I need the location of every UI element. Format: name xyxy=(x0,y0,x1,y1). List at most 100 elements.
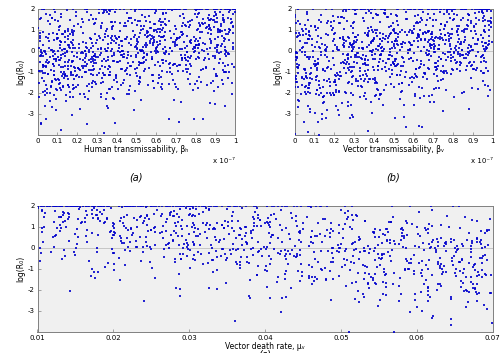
Point xyxy=(480,6,488,12)
Point xyxy=(435,42,443,48)
Point xyxy=(207,27,215,32)
Point xyxy=(58,203,66,209)
Point xyxy=(147,36,155,42)
Point xyxy=(131,17,139,23)
Point xyxy=(282,225,290,231)
Point xyxy=(172,285,179,291)
Point xyxy=(398,80,406,85)
Point xyxy=(454,23,462,29)
Point xyxy=(210,19,218,25)
Point xyxy=(410,50,418,56)
Point xyxy=(62,203,70,209)
Point xyxy=(370,229,378,235)
Point xyxy=(149,36,157,41)
Point xyxy=(488,20,496,25)
Point xyxy=(430,86,438,92)
Point xyxy=(420,70,428,76)
Point xyxy=(296,62,304,67)
Point xyxy=(119,48,127,54)
Point xyxy=(121,247,129,253)
Point xyxy=(390,63,398,69)
Point xyxy=(200,203,208,209)
Point xyxy=(336,35,344,41)
Point xyxy=(89,72,97,77)
Point xyxy=(438,63,446,69)
Point xyxy=(474,49,482,55)
Point xyxy=(347,24,355,29)
Point xyxy=(79,31,87,36)
Point xyxy=(334,14,342,20)
Point xyxy=(478,39,486,45)
Point xyxy=(436,34,444,40)
Point xyxy=(87,45,95,51)
Point xyxy=(182,66,190,72)
Point xyxy=(427,31,435,37)
Point xyxy=(132,239,140,244)
Point xyxy=(61,71,69,77)
Point xyxy=(132,70,140,76)
Point xyxy=(453,29,461,34)
Point xyxy=(220,61,228,66)
Point xyxy=(385,219,393,225)
Point xyxy=(42,57,50,63)
Point xyxy=(480,28,488,34)
Point xyxy=(205,23,213,29)
Point xyxy=(317,249,325,254)
Point xyxy=(342,203,349,209)
Point xyxy=(432,249,440,255)
Point xyxy=(304,29,312,35)
Point xyxy=(299,32,307,38)
Point xyxy=(429,238,437,243)
Point xyxy=(116,58,124,64)
Point xyxy=(430,245,438,251)
Point xyxy=(46,55,54,60)
Point xyxy=(343,52,351,58)
Point xyxy=(64,217,72,222)
Point xyxy=(473,298,481,304)
Point xyxy=(123,235,131,240)
Point xyxy=(394,6,402,12)
Point xyxy=(368,52,376,58)
Point xyxy=(414,44,422,50)
Point xyxy=(391,38,399,44)
Point xyxy=(455,259,463,265)
Point xyxy=(382,12,390,17)
Point xyxy=(328,91,336,96)
Point xyxy=(224,29,232,35)
Point xyxy=(476,6,484,12)
Point xyxy=(149,6,157,12)
Point xyxy=(146,203,154,209)
Point xyxy=(93,72,101,78)
Point xyxy=(386,31,394,37)
Point xyxy=(218,6,226,12)
Point xyxy=(242,230,250,235)
Point xyxy=(171,39,179,44)
Point xyxy=(50,219,58,225)
Point xyxy=(329,14,337,19)
Point xyxy=(322,65,330,71)
Point xyxy=(238,206,246,211)
Point xyxy=(177,223,185,228)
Point xyxy=(53,37,61,42)
Point xyxy=(349,6,357,12)
Point xyxy=(166,6,173,12)
Point xyxy=(182,223,190,229)
Point xyxy=(82,6,90,12)
Point xyxy=(108,84,116,90)
Point xyxy=(384,36,392,41)
Point xyxy=(370,56,378,61)
Point xyxy=(436,281,444,287)
Point xyxy=(68,46,76,51)
Point xyxy=(308,77,316,82)
Point xyxy=(424,11,432,17)
Point xyxy=(316,203,324,209)
Point xyxy=(292,254,300,260)
Point xyxy=(340,65,348,71)
Point xyxy=(390,270,398,276)
Point xyxy=(87,60,95,65)
Point xyxy=(62,224,70,230)
Point xyxy=(477,6,485,12)
Point xyxy=(384,53,392,58)
Point xyxy=(88,211,96,216)
Point xyxy=(126,83,134,89)
